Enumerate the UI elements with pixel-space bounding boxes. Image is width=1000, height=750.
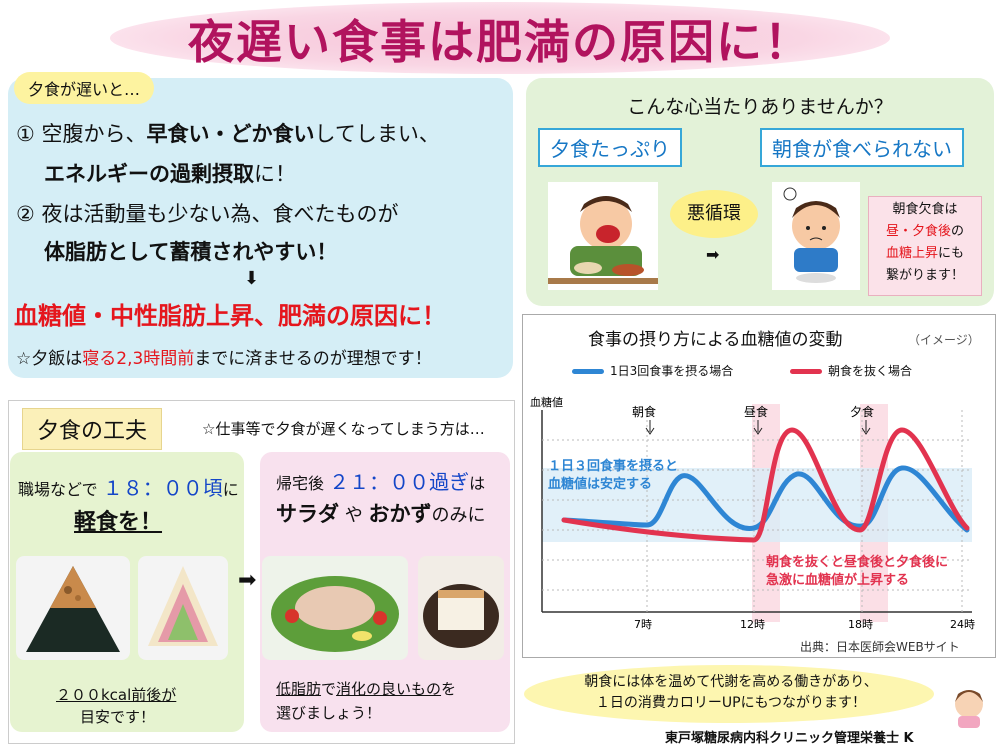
tips-right-de: で bbox=[321, 680, 337, 698]
intro-tag: 夕食が遅いと… bbox=[14, 72, 155, 104]
tips-left-line-1-blue: １８：００頃 bbox=[102, 476, 223, 500]
tips-right-line-3: 低脂肪で消化の良いものを bbox=[276, 678, 456, 699]
tips-right-line-4: 選びましょう！ bbox=[276, 704, 382, 722]
tips-right-line-2: サラダ や おかずのみに bbox=[276, 498, 485, 528]
speech-bubble bbox=[524, 665, 934, 723]
cycle-note-line-1: 朝食欠食は bbox=[892, 202, 958, 217]
right-arrow-icon: ➡ bbox=[706, 245, 720, 264]
intro-red-line: 血糖値・中性脂肪上昇、肥満の原因に！ bbox=[14, 302, 446, 330]
intro-line-2-post: に！ bbox=[254, 162, 296, 186]
tips-left-line-2: 軽食を！ bbox=[74, 510, 163, 535]
meal-label-breakfast: 朝食 bbox=[632, 404, 656, 419]
tips-left-line-1-post: に bbox=[222, 480, 239, 499]
cycle-note-red-2: 血糖上昇 bbox=[885, 246, 938, 261]
tips-right-line-1-blue: ２１：００過ぎ bbox=[329, 470, 470, 494]
speech-text: 朝食には体を温めて代謝を高める働きがあり、 １日の消費カロリーUPにもつながりま… bbox=[526, 672, 936, 714]
cycle-note-line-3: 血糖上昇にも bbox=[869, 243, 981, 265]
tips-right-low-fat: 低脂肪 bbox=[276, 680, 322, 698]
x-tick-7: 7時 bbox=[634, 618, 652, 631]
chart-subtitle: （イメージ） bbox=[908, 333, 980, 347]
credit-text: 東戸塚糖尿病内科クリニック管理栄養士 K bbox=[665, 731, 914, 746]
tips-left-line-3-text: ２００kcal前後が bbox=[56, 686, 177, 704]
intro-panel bbox=[8, 78, 513, 378]
intro-line-1: ① 空腹から、早食い・どか食いしてしまい、 bbox=[16, 118, 440, 148]
chart-title: 食事の摂り方による血糖値の変動 bbox=[588, 330, 843, 350]
intro-note-pre: ☆夕飯は bbox=[16, 349, 83, 369]
cycle-box-dinner: 夕食たっぷり bbox=[538, 128, 682, 167]
tips-right-only: のみに bbox=[431, 505, 486, 526]
cycle-box-breakfast: 朝食が食べられない bbox=[760, 128, 964, 167]
x-tick-12: 12時 bbox=[740, 618, 765, 631]
tips-right-wo: を bbox=[441, 680, 457, 698]
cycle-note-text-3: にも bbox=[938, 246, 965, 261]
x-tick-18: 18時 bbox=[848, 618, 873, 631]
cycle-note-line-2: 昼・夕食後の bbox=[869, 221, 981, 243]
title-background bbox=[110, 2, 890, 74]
y-axis-label: 血糖値 bbox=[530, 395, 563, 409]
boy-eating-illustration bbox=[548, 182, 658, 290]
intro-line-1-pre: ① 空腹から、 bbox=[16, 122, 147, 146]
legend-swatch-blue bbox=[572, 369, 604, 374]
dietitian-avatar bbox=[955, 690, 983, 728]
intro-line-1-bold: 早食い・どか食い bbox=[146, 122, 315, 146]
meal-label-lunch: 昼食 bbox=[744, 404, 768, 419]
cycle-note-text-2: の bbox=[951, 224, 965, 239]
tips-subtitle: ☆仕事等で夕食が遅くなってしまう方は… bbox=[202, 420, 485, 438]
legend-swatch-red bbox=[790, 369, 822, 374]
tips-left-line-1: 職場などで １８：００頃に bbox=[18, 472, 239, 501]
speech-line-2: １日の消費カロリーUPにもつながります！ bbox=[595, 695, 867, 711]
intro-line-3: ② 夜は活動量も少ない為、食べたものが bbox=[16, 202, 399, 226]
sandwich-photo bbox=[138, 556, 228, 660]
tips-arrow-icon: ➡ bbox=[238, 568, 257, 593]
tips-right-line-1-pre: 帰宅後 bbox=[276, 474, 325, 493]
series-line-skip-breakfast bbox=[561, 427, 970, 543]
tips-left-line-4: 目安です！ bbox=[80, 708, 156, 726]
page-title: 夜遅い食事は肥満の原因に！ bbox=[188, 15, 812, 69]
tips-right-digestible: 消化の良いもの bbox=[336, 680, 442, 698]
annotation-blue-1: １日３回食事を摂ると bbox=[548, 458, 678, 474]
tips-right-line-1: 帰宅後 ２１：００過ぎは bbox=[276, 466, 485, 495]
intro-note: ☆夕飯は寝る2,3時間前までに済ませるのが理想です！ bbox=[16, 344, 432, 369]
tips-right-side-dish: おかず bbox=[368, 502, 432, 526]
chart-source: 出典：日本医師会WEBサイト bbox=[800, 640, 960, 654]
blood-glucose-chart: 血糖値 朝食 昼食 夕食 １日３回食事を摂ると 血糖値は安定する 朝食を抜くと昼… bbox=[530, 395, 975, 631]
speech-line-1: 朝食には体を温めて代謝を高める働きがあり、 bbox=[584, 674, 878, 690]
salad-photo bbox=[262, 556, 408, 660]
legend-item-blue: 1日3回食事を摂る場合 bbox=[572, 362, 733, 379]
legend-label-red: 朝食を抜く場合 bbox=[828, 364, 913, 378]
tips-left-line-3: ２００kcal前後が bbox=[56, 684, 176, 705]
intro-line-2-bold: エネルギーの過剰摂取 bbox=[44, 162, 254, 186]
meal-label-dinner: 夕食 bbox=[850, 404, 874, 419]
tips-heading: 夕食の工夫 bbox=[22, 408, 163, 450]
lunch-arrow-icon bbox=[753, 420, 763, 435]
intro-line-4: 体脂肪として蓄積されやすい！ bbox=[44, 240, 338, 264]
breakfast-arrow-icon bbox=[645, 420, 655, 435]
down-arrow-icon: ⬇ bbox=[244, 268, 260, 289]
tips-right-salad: サラダ bbox=[276, 502, 339, 526]
dinner-arrow-icon bbox=[861, 420, 871, 435]
onigiri-photo bbox=[16, 556, 130, 660]
annotation-red-2: 急激に血糖値が上昇する bbox=[766, 572, 909, 588]
legend-label-blue: 1日3回食事を摂る場合 bbox=[610, 364, 734, 378]
vicious-cycle-badge: 悪循環 bbox=[670, 190, 758, 238]
tofu-photo bbox=[418, 556, 504, 660]
tips-left-line-1-pre: 職場などで bbox=[18, 480, 98, 499]
intro-line-1-post: してしまい、 bbox=[314, 122, 440, 146]
tips-right-line-1-post: は bbox=[469, 474, 486, 493]
annotation-blue-2: 血糖値は安定する bbox=[548, 476, 652, 492]
intro-note-red: 寝る2,3時間前 bbox=[82, 349, 195, 369]
cycle-note: 朝食欠食は 昼・夕食後の 血糖上昇にも 繋がります！ bbox=[868, 196, 982, 296]
cycle-question: こんな心当たりありませんか？ bbox=[627, 96, 893, 118]
legend-item-red: 朝食を抜く場合 bbox=[790, 362, 912, 379]
tips-right-and: や bbox=[344, 505, 363, 526]
boy-no-appetite-illustration bbox=[772, 182, 860, 290]
annotation-red-1: 朝食を抜くと昼食後と夕食後に bbox=[766, 554, 948, 570]
x-tick-24: 24時 bbox=[950, 618, 975, 631]
cycle-note-line-4: 繋がります！ bbox=[885, 268, 964, 283]
cycle-note-red-1: 昼・夕食後 bbox=[885, 224, 951, 239]
intro-note-post: までに済ませるのが理想です！ bbox=[194, 349, 432, 369]
series-line-three-meals bbox=[561, 465, 970, 533]
intro-line-2: エネルギーの過剰摂取に！ bbox=[44, 158, 296, 188]
